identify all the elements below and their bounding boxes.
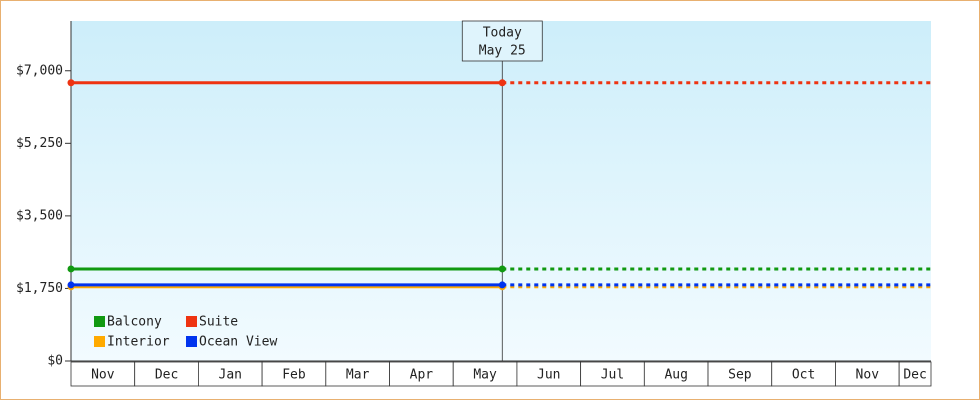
month-box <box>198 361 263 387</box>
x-tick-label: Nov <box>91 368 115 383</box>
y-tick-label: $5,250 <box>16 136 63 151</box>
legend-swatch <box>186 336 197 347</box>
x-tick-label: Oct <box>792 368 815 383</box>
legend-label: Ocean View <box>199 335 277 350</box>
x-tick-label: Jun <box>537 368 560 383</box>
month-box <box>707 361 773 387</box>
legend-label: Balcony <box>107 315 162 330</box>
x-tick-label: Mar <box>346 368 370 383</box>
legend-swatch <box>94 316 105 327</box>
x-tick-label: Dec <box>903 368 926 383</box>
x-tick-label: Apr <box>410 368 434 383</box>
month-box <box>389 361 454 387</box>
x-tick-label: Feb <box>282 368 306 383</box>
legend-swatch <box>94 336 105 347</box>
legend-swatch <box>186 316 197 327</box>
plot-area <box>71 21 931 361</box>
point <box>67 265 75 273</box>
month-box <box>325 361 390 387</box>
month-box <box>261 361 327 387</box>
month-box <box>835 361 900 387</box>
point <box>498 281 506 289</box>
x-tick-label: Aug <box>664 368 687 383</box>
month-box <box>134 361 199 387</box>
x-tick-label: Jul <box>601 368 624 383</box>
y-tick-label: $0 <box>47 354 63 369</box>
month-box <box>898 361 932 387</box>
today-box <box>461 20 543 62</box>
x-tick-label: Dec <box>155 368 178 383</box>
x-tick-label: Jan <box>219 368 242 383</box>
y-tick-label: $3,500 <box>16 208 63 223</box>
month-box <box>580 361 645 387</box>
month-box <box>70 361 136 387</box>
x-tick-label: May <box>473 368 497 383</box>
legend-label: Interior <box>107 335 170 350</box>
y-tick-label: $1,750 <box>16 281 63 296</box>
legend-label: Suite <box>199 315 238 330</box>
today-label: Today <box>483 26 522 41</box>
point <box>498 79 506 87</box>
point <box>67 79 75 87</box>
x-tick-label: Sep <box>728 368 752 383</box>
point <box>67 281 75 289</box>
today-label: May 25 <box>479 44 526 59</box>
x-tick-label: Nov <box>856 368 880 383</box>
y-tick-label: $7,000 <box>16 63 63 78</box>
point <box>498 265 506 273</box>
